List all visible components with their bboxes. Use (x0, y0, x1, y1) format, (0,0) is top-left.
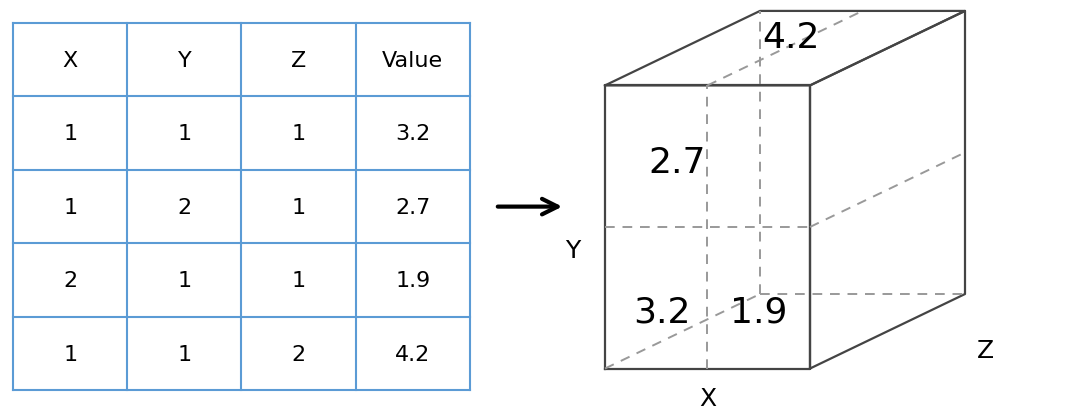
Text: 1: 1 (63, 344, 77, 364)
Text: 2.7: 2.7 (648, 145, 706, 179)
Text: 3.2: 3.2 (634, 295, 692, 329)
Text: Y: Y (178, 50, 192, 71)
Text: 1: 1 (178, 124, 192, 144)
Text: Y: Y (565, 238, 580, 262)
Text: 1: 1 (292, 271, 306, 290)
Text: 1: 1 (178, 344, 192, 364)
Text: X: X (699, 387, 717, 411)
Text: Z: Z (291, 50, 306, 71)
Text: 1: 1 (178, 271, 192, 290)
Text: 4.2: 4.2 (395, 344, 430, 364)
Text: 1: 1 (63, 124, 77, 144)
Text: 2: 2 (292, 344, 306, 364)
Text: X: X (62, 50, 77, 71)
Text: 2: 2 (63, 271, 77, 290)
Text: 2.7: 2.7 (395, 197, 430, 217)
Text: Value: Value (382, 50, 443, 71)
Text: 1: 1 (292, 197, 306, 217)
Text: 1: 1 (292, 124, 306, 144)
Text: Z: Z (977, 338, 993, 362)
Text: 3.2: 3.2 (395, 124, 430, 144)
Text: 1: 1 (63, 197, 77, 217)
Text: 1.9: 1.9 (730, 295, 787, 329)
Text: 1.9: 1.9 (395, 271, 430, 290)
Text: 4.2: 4.2 (762, 21, 820, 55)
Text: 2: 2 (178, 197, 192, 217)
